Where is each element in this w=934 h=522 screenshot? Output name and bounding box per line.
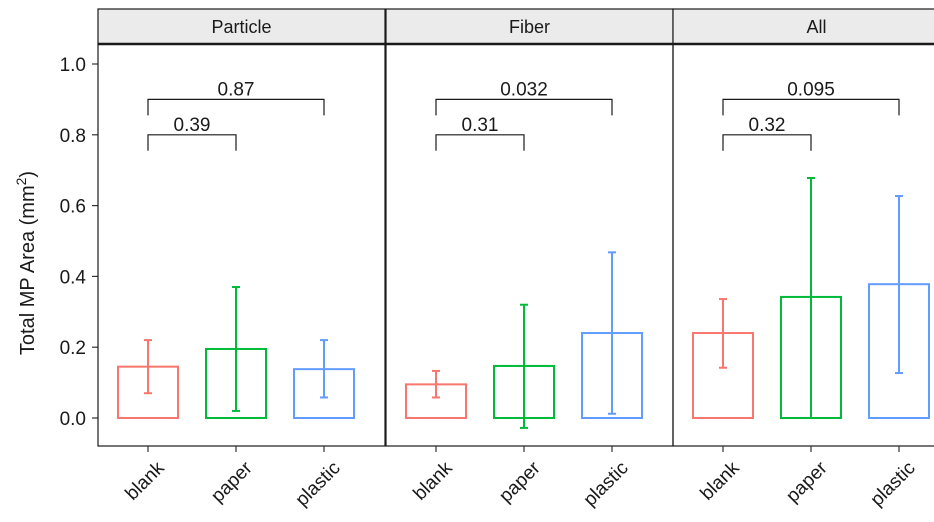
- y-tick-label: 0.0: [60, 409, 86, 430]
- comparison-bracket: [435, 134, 525, 151]
- y-axis-label: Total MP Area (mm2): [13, 171, 39, 355]
- p-value-label: 0.095: [787, 79, 835, 100]
- comparison-bracket: [722, 98, 900, 116]
- x-tick-label-blank: blank: [122, 457, 169, 504]
- comparison-bracket: [147, 134, 237, 151]
- p-value-label: 0.39: [174, 115, 211, 136]
- y-axis-label-group: Total MP Area (mm2): [13, 171, 39, 355]
- p-value-label: 0.032: [500, 79, 548, 100]
- facet-panels: Particle blank paper plastic 0.39 0.87 Fiber bl…: [97, 8, 934, 511]
- p-value-label: 0.87: [218, 79, 255, 100]
- comparison-bracket: [435, 98, 613, 116]
- panel-border: [97, 43, 386, 447]
- x-tick-label-plastic: plastic: [867, 458, 920, 511]
- y-tick-label: 0.6: [60, 197, 86, 218]
- facet-fiber: Fiber blank paper plastic 0.310.032: [385, 8, 674, 511]
- x-tick-label-paper: paper: [207, 457, 257, 507]
- p-value-label: 0.32: [749, 115, 786, 136]
- facet-title: All: [806, 17, 826, 37]
- y-axis: 0.0 0.2 0.4 0.6 0.8 1.0: [60, 55, 98, 430]
- x-tick-label-plastic: plastic: [292, 458, 345, 511]
- facet-title: Particle: [211, 17, 271, 37]
- facet-strip: [672, 8, 934, 45]
- comparison-bracket: [147, 98, 325, 116]
- x-tick-label-blank: blank: [410, 457, 457, 504]
- panel-border: [385, 43, 674, 447]
- x-tick-label-blank: blank: [697, 457, 744, 504]
- facet-all: All blank paper plastic 0.320.095: [672, 8, 934, 511]
- x-tick-label-plastic: plastic: [580, 458, 633, 511]
- facet-strip: [385, 8, 674, 45]
- panel-border: [672, 43, 934, 447]
- y-tick-label: 0.2: [60, 338, 86, 359]
- y-tick-label: 1.0: [60, 55, 86, 76]
- y-tick-label: 0.4: [60, 267, 87, 288]
- x-tick-label-paper: paper: [782, 457, 832, 507]
- facet-particle: Particle blank paper plastic 0.39 0.87: [97, 8, 386, 511]
- facet-title: Fiber: [509, 17, 550, 37]
- x-tick-label-paper: paper: [495, 457, 545, 507]
- y-tick-label: 0.8: [60, 126, 86, 147]
- p-value-label: 0.31: [462, 115, 499, 136]
- comparison-bracket: [722, 134, 812, 151]
